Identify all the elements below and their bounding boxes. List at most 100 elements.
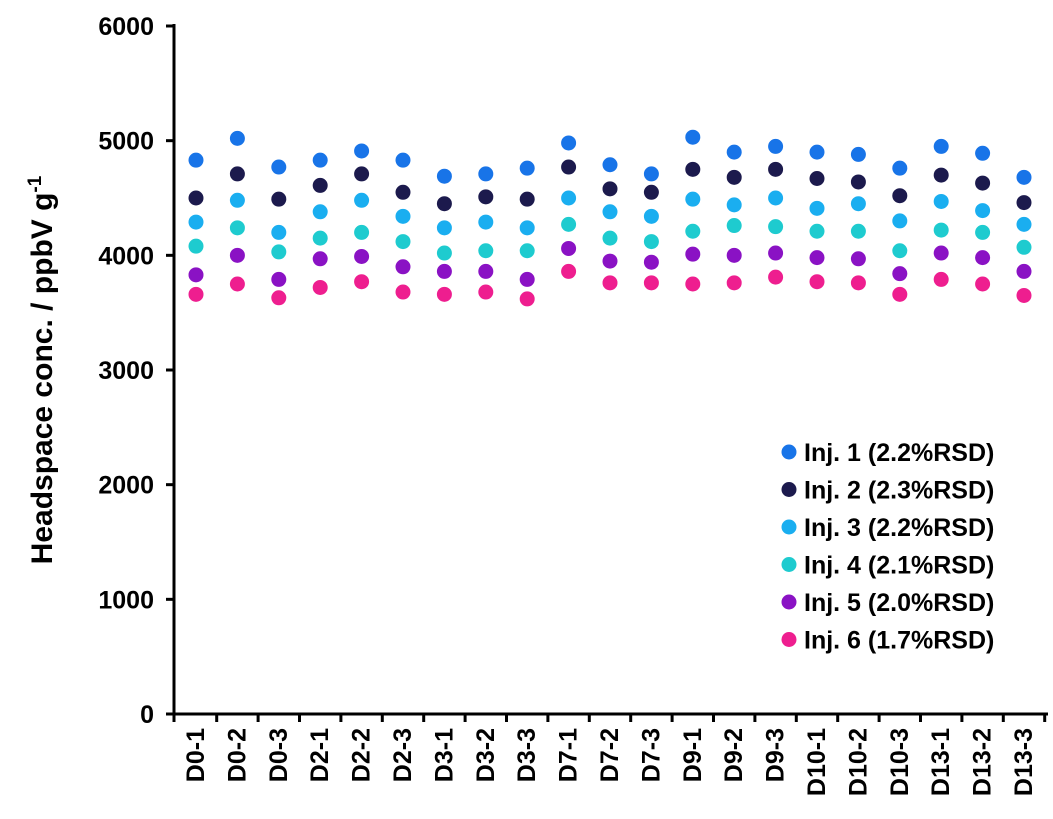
data-point	[188, 152, 204, 168]
y-axis-title-group: Headspace conc. / ppbV g-1	[25, 175, 59, 564]
data-point	[643, 166, 659, 182]
data-point	[768, 245, 784, 261]
data-point	[519, 291, 535, 307]
data-point	[933, 245, 949, 261]
data-point	[1016, 216, 1032, 232]
legend-label: Inj. 2 (2.3%RSD)	[804, 477, 994, 505]
x-tick-label: D0-2	[223, 728, 251, 782]
x-tick-label: D9-3	[762, 728, 790, 782]
data-point	[933, 167, 949, 183]
data-point	[643, 234, 659, 250]
x-tick-label: D2-1	[306, 728, 334, 782]
data-point	[561, 159, 577, 175]
legend-marker	[781, 482, 797, 497]
data-point	[602, 275, 618, 291]
data-point	[271, 191, 287, 207]
legend-marker	[781, 632, 797, 647]
data-point	[726, 197, 742, 213]
y-tick-label: 1000	[98, 586, 154, 614]
data-point	[312, 177, 328, 193]
data-point	[726, 169, 742, 185]
data-point	[354, 248, 370, 264]
y-axis-title-text: Headspace conc. / ppbV g	[26, 193, 59, 565]
series-points	[188, 159, 1032, 212]
data-point	[892, 188, 908, 204]
data-point	[271, 290, 287, 306]
data-point	[809, 274, 825, 290]
data-point	[395, 208, 411, 224]
data-point	[975, 145, 991, 161]
data-point	[1016, 239, 1032, 255]
data-point	[726, 275, 742, 291]
data-point	[271, 159, 287, 175]
data-point	[561, 263, 577, 279]
data-point	[312, 152, 328, 168]
data-point	[519, 243, 535, 259]
data-point	[478, 284, 494, 300]
data-point	[892, 243, 908, 259]
x-tick-label: D10-2	[844, 728, 872, 796]
data-point	[975, 175, 991, 191]
data-point	[1016, 287, 1032, 303]
y-axis-ticks: 0 1000 2000 3000 4000 5000 6000	[98, 13, 174, 729]
data-point	[975, 250, 991, 266]
data-point	[436, 245, 452, 261]
data-point	[312, 251, 328, 267]
x-tick-label: D3-2	[472, 728, 500, 782]
data-point	[354, 224, 370, 240]
x-tick-label: D3-3	[513, 728, 541, 782]
legend-label: Inj. 3 (2.2%RSD)	[804, 514, 994, 542]
data-point	[602, 230, 618, 246]
legend-label: Inj. 1 (2.2%RSD)	[804, 439, 994, 467]
data-point	[229, 276, 245, 292]
series-points	[188, 216, 1032, 261]
y-tick-label: 4000	[98, 242, 154, 270]
data-point	[643, 208, 659, 224]
x-tick-label: D3-1	[430, 728, 458, 782]
data-point	[726, 144, 742, 160]
x-tick-label: D13-3	[1010, 728, 1038, 796]
data-point	[229, 247, 245, 263]
data-point	[188, 267, 204, 283]
x-tick-label: D7-2	[596, 728, 624, 782]
series-points	[188, 263, 1032, 307]
series-points	[188, 190, 1032, 240]
data-point	[768, 138, 784, 154]
data-point	[602, 181, 618, 197]
x-tick-label: D7-3	[637, 728, 665, 782]
y-tick-label: 6000	[98, 13, 154, 41]
data-point	[436, 286, 452, 302]
data-points	[188, 129, 1032, 307]
data-point	[478, 189, 494, 205]
data-point	[809, 171, 825, 187]
data-point	[188, 214, 204, 230]
x-tick-label: D13-2	[969, 728, 997, 796]
data-point	[354, 192, 370, 208]
data-point	[395, 184, 411, 200]
data-point	[726, 247, 742, 263]
data-point	[850, 174, 866, 190]
data-point	[1016, 263, 1032, 279]
data-point	[975, 224, 991, 240]
legend-marker	[781, 444, 797, 460]
data-point	[892, 160, 908, 176]
legend-marker	[781, 557, 797, 572]
data-point	[685, 246, 701, 262]
data-point	[685, 161, 701, 177]
data-point	[395, 284, 411, 300]
data-point	[602, 253, 618, 269]
data-point	[602, 157, 618, 173]
data-point	[809, 200, 825, 216]
y-axis-title: Headspace conc. / ppbV g-1	[25, 175, 59, 564]
series-points	[188, 129, 1032, 185]
legend-marker	[781, 519, 797, 535]
data-point	[478, 166, 494, 182]
data-point	[229, 192, 245, 208]
legend-label: Inj. 4 (2.1%RSD)	[804, 552, 994, 580]
data-point	[478, 214, 494, 230]
data-point	[768, 269, 784, 285]
data-point	[519, 191, 535, 207]
data-point	[354, 274, 370, 290]
data-point	[271, 271, 287, 287]
data-point	[271, 224, 287, 240]
